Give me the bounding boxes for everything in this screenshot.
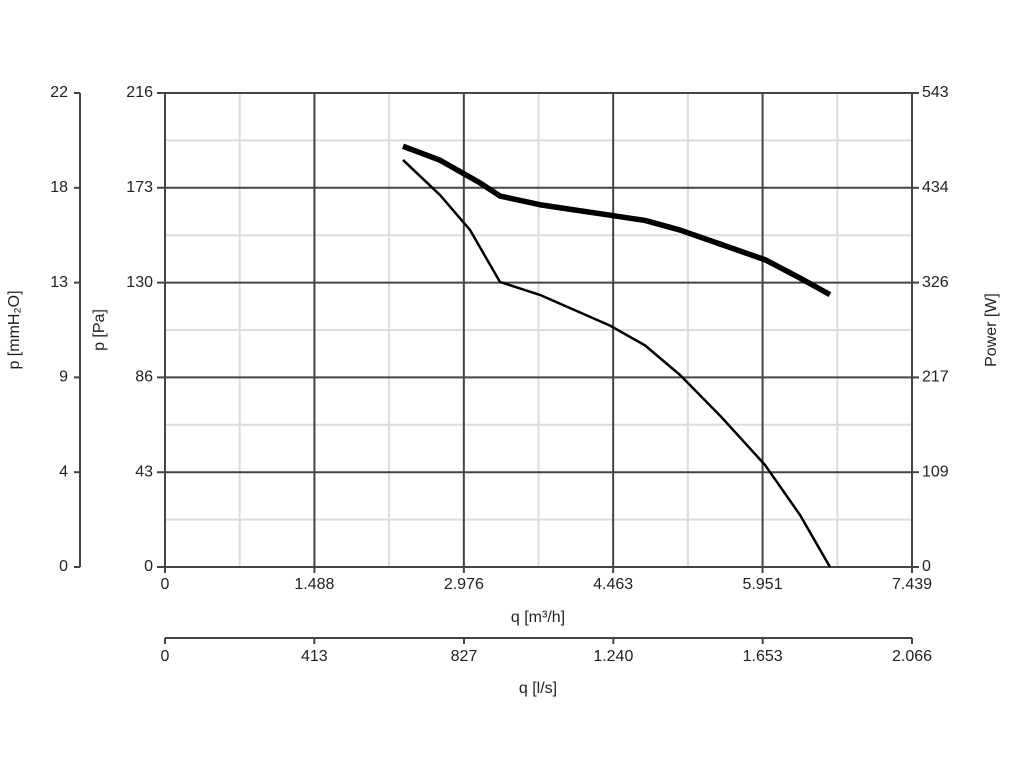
y-alt-tick-label: 0 <box>59 558 68 575</box>
y-tick-label: 86 <box>135 369 153 386</box>
x-alt-tick-label: 827 <box>451 648 478 665</box>
y2-tick-label: 434 <box>922 179 949 196</box>
x-tick-label: 4.463 <box>593 576 633 593</box>
y2-axis-label: Power [W] <box>983 293 1000 367</box>
x-tick-label: 5.951 <box>743 576 783 593</box>
curve <box>402 159 832 568</box>
y2-tick-label: 109 <box>922 463 949 480</box>
y2-tick-label: 0 <box>922 558 931 575</box>
y2-tick-label: 217 <box>922 369 949 386</box>
y-alt-axis-label: p [mmH₂O] <box>6 290 23 369</box>
y-tick-label: 43 <box>135 463 153 480</box>
x-tick-label: 2.976 <box>444 576 484 593</box>
y-tick-label: 130 <box>126 274 153 291</box>
y-alt-tick-label: 13 <box>50 274 68 291</box>
y2-tick-label: 326 <box>922 274 949 291</box>
curve <box>402 143 832 298</box>
x-tick-label: 7.439 <box>892 576 932 593</box>
x-tick-label: 1.488 <box>294 576 334 593</box>
y-alt-tick-label: 4 <box>59 463 68 480</box>
y-tick-label: 173 <box>126 179 153 196</box>
x-alt-tick-label: 2.066 <box>892 648 932 665</box>
y-tick-label: 216 <box>126 84 153 101</box>
y-alt-tick-label: 18 <box>50 179 68 196</box>
x-axis-label: q [m³/h] <box>511 609 565 626</box>
x-alt-tick-label: 413 <box>301 648 328 665</box>
y2-tick-label: 543 <box>922 84 949 101</box>
x-alt-tick-label: 1.240 <box>593 648 633 665</box>
y-alt-tick-label: 9 <box>59 369 68 386</box>
y-tick-label: 0 <box>144 558 153 575</box>
x-alt-tick-label: 1.653 <box>743 648 783 665</box>
x-tick-label: 0 <box>161 576 170 593</box>
plot-frame <box>164 92 913 568</box>
x-alt-axis-label: q [l/s] <box>519 680 557 697</box>
x-alt-tick-label: 0 <box>161 648 170 665</box>
y-axis-label: p [Pa] <box>91 309 108 351</box>
y-alt-tick-label: 22 <box>50 84 68 101</box>
